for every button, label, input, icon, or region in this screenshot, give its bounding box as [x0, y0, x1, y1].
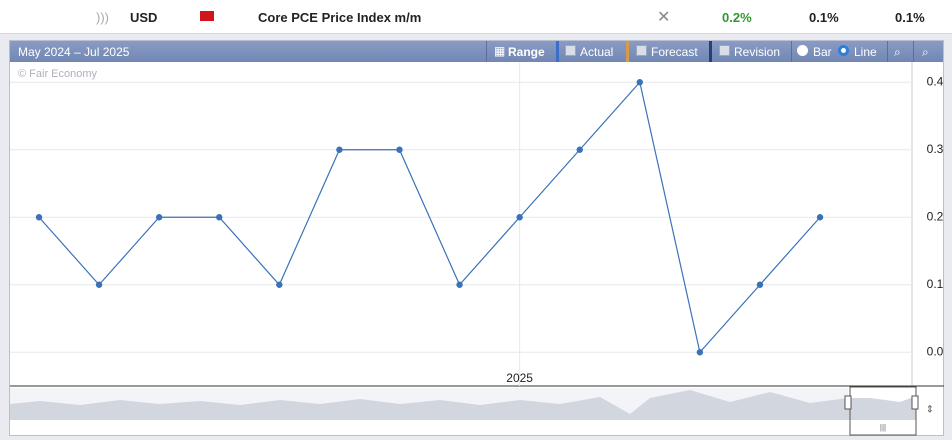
zoom-in-icon[interactable]: ⌕: [894, 45, 901, 59]
data-point: [636, 79, 643, 86]
calendar-icon: ▦: [494, 44, 506, 58]
event-row: ))) USD Core PCE Price Index m/m ✕ 0.2% …: [0, 0, 952, 34]
y-tick-label: 0.4: [927, 74, 944, 88]
data-point: [95, 281, 103, 288]
y-tick-label: 0.1: [927, 277, 944, 291]
navigator-grip[interactable]: |||: [880, 423, 886, 432]
line-option[interactable]: Line: [854, 45, 877, 59]
data-point: [816, 214, 824, 221]
data-point: [216, 214, 223, 221]
actual-value: 0.2%: [722, 10, 752, 25]
data-point: [35, 214, 43, 221]
y-tick-label: 0.2: [927, 209, 944, 223]
range-label: May 2024 – Jul 2025: [18, 45, 130, 59]
forecast-toggle[interactable]: Forecast: [651, 45, 698, 59]
separator: [626, 41, 629, 62]
data-point: [396, 146, 403, 153]
separator: [556, 41, 559, 62]
impact-icon: ))): [96, 10, 109, 25]
forecast-checkbox[interactable]: [636, 45, 647, 56]
navigator-handle[interactable]: [911, 395, 919, 410]
data-point: [516, 214, 523, 221]
data-point: [336, 146, 343, 153]
previous-value: 0.1%: [895, 10, 925, 25]
chart-panel: May 2024 – Jul 2025 Range ▦ Actual Forec…: [9, 40, 944, 436]
range-button[interactable]: Range: [508, 45, 545, 59]
y-tick-label: 0.3: [927, 142, 944, 156]
separator: [887, 41, 888, 62]
navigator-series: [10, 390, 916, 420]
watermark: © Fair Economy: [18, 68, 98, 80]
navigator-scroll[interactable]: ⇕: [926, 405, 934, 416]
actual-toggle[interactable]: Actual: [580, 45, 614, 59]
bar-option[interactable]: Bar: [813, 45, 832, 59]
revision-toggle[interactable]: Revision: [734, 45, 781, 59]
data-point: [155, 214, 163, 221]
y-tick-label: 0.0: [927, 344, 944, 358]
bar-radio[interactable]: [797, 45, 808, 56]
data-point: [576, 146, 583, 153]
revision-checkbox[interactable]: [719, 45, 730, 56]
line-radio[interactable]: [838, 45, 849, 56]
folder-icon[interactable]: [200, 11, 214, 21]
navigator-window[interactable]: [849, 386, 917, 436]
data-point: [756, 281, 764, 288]
data-point: [276, 281, 283, 288]
chart-toolbar: May 2024 – Jul 2025 Range ▦ Actual Forec…: [10, 41, 943, 62]
series-line: [38, 80, 821, 354]
zoom-out-icon[interactable]: ⌕: [922, 45, 929, 59]
separator: [913, 41, 914, 62]
forecast-value: 0.1%: [809, 10, 839, 25]
data-point: [456, 281, 463, 288]
event-title[interactable]: Core PCE Price Index m/m: [258, 10, 422, 25]
x-tick-label: 2025: [506, 371, 533, 385]
currency: USD: [130, 10, 158, 25]
navigator-handle[interactable]: [844, 395, 852, 410]
close-icon[interactable]: ✕: [657, 9, 671, 26]
actual-checkbox[interactable]: [565, 45, 576, 56]
separator: [486, 41, 487, 62]
separator: [791, 41, 792, 62]
data-point: [696, 349, 704, 356]
separator: [709, 41, 712, 62]
